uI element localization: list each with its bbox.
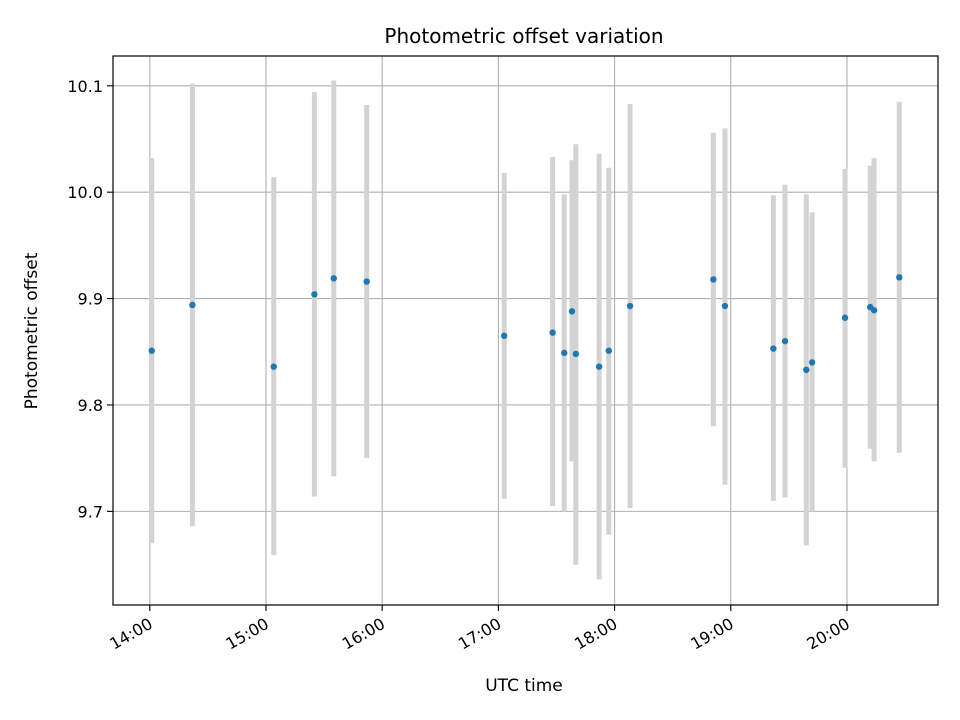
data-point [561, 349, 568, 357]
data-point [605, 347, 612, 354]
plot-frame [112, 55, 939, 606]
data-point [896, 274, 903, 281]
grid [113, 56, 938, 605]
y-tick-label: 9.9 [78, 290, 103, 309]
data-point [549, 329, 556, 336]
data-point [500, 332, 508, 340]
data-point [870, 307, 878, 314]
data-point [808, 359, 816, 366]
data-point [595, 363, 603, 370]
data-point [270, 363, 277, 370]
data-point [189, 301, 196, 309]
y-axis-label: Photometric offset [22, 252, 42, 409]
chart-title: Photometric offset variation [384, 24, 663, 48]
data-point [710, 276, 717, 283]
y-tick-label: 10.1 [67, 77, 103, 96]
data-points [148, 274, 903, 374]
data-point [363, 278, 370, 285]
y-tick-label: 9.7 [78, 502, 103, 521]
data-point [572, 350, 580, 358]
data-point [626, 302, 634, 310]
data-point [803, 366, 810, 374]
data-point [311, 291, 318, 298]
data-point [781, 337, 789, 345]
y-axis-ticks: 9.7 9.8 9.9 10.0 10.1 [67, 77, 113, 521]
data-point [770, 345, 777, 352]
data-point [568, 308, 576, 315]
data-point [148, 347, 155, 354]
data-point [721, 302, 729, 310]
x-axis-label: UTC time [485, 676, 563, 696]
data-point [841, 314, 849, 321]
y-tick-label: 9.8 [78, 396, 103, 415]
data-point [330, 275, 337, 282]
y-tick-label: 10.0 [67, 183, 103, 202]
